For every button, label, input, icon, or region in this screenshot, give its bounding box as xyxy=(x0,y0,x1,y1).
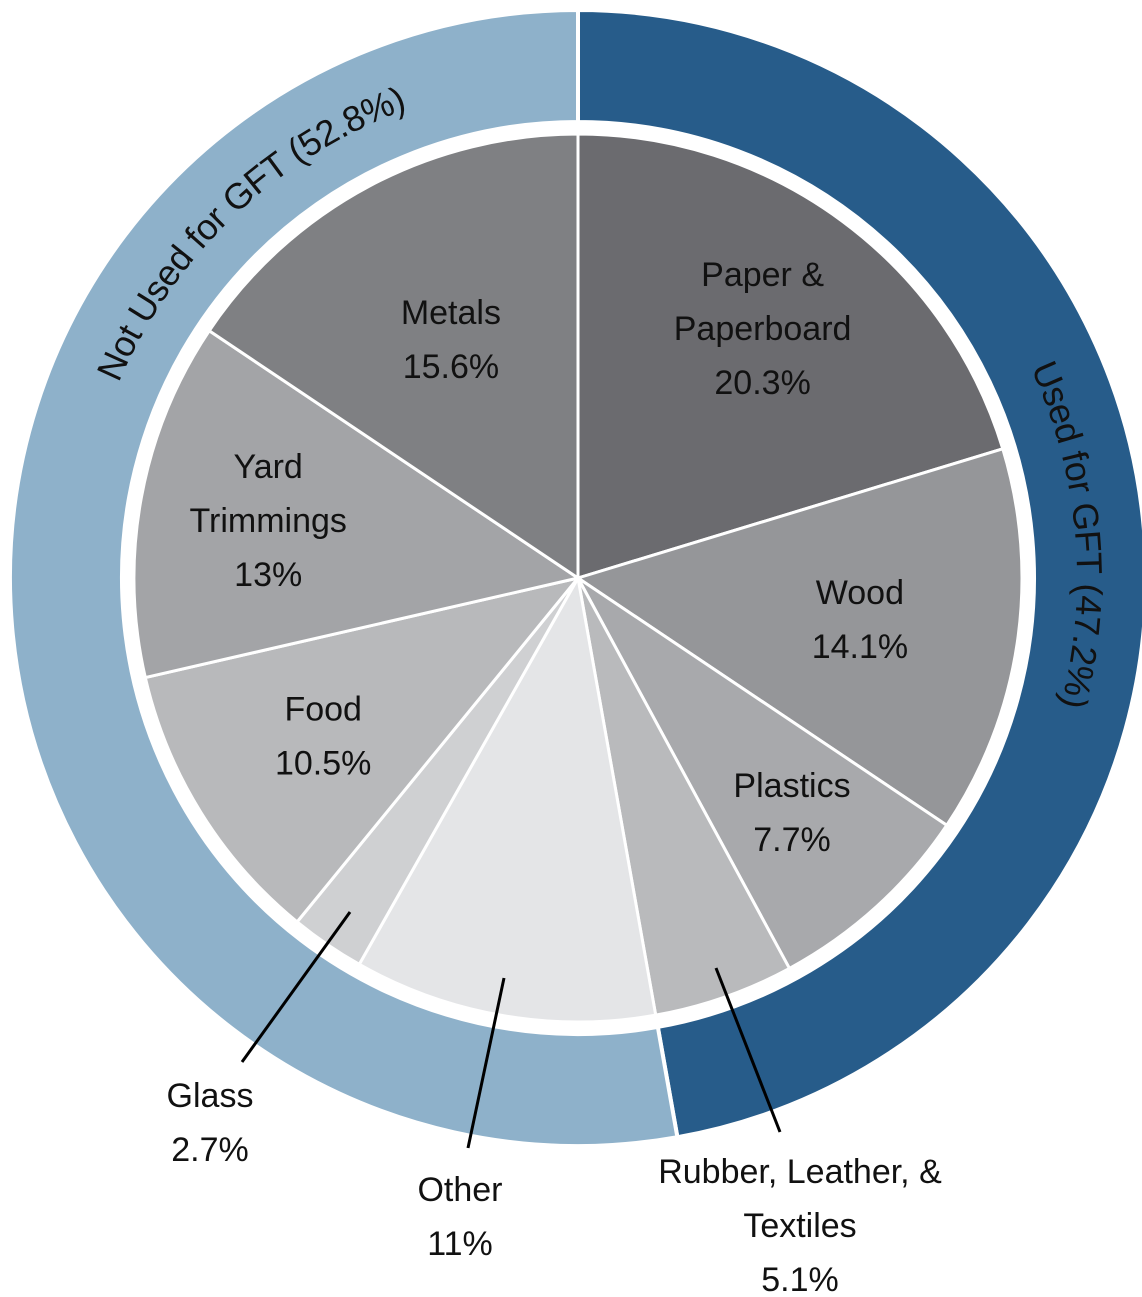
slice-label-paper-paperboard: Paper & Paperboard 20.3% xyxy=(674,256,852,402)
slice-plastics xyxy=(576,576,949,970)
slice-yard-trimmings xyxy=(132,329,580,680)
slice-metals xyxy=(207,132,580,580)
slice-food xyxy=(143,576,580,924)
slice-wood xyxy=(576,447,1024,827)
callout-line-glass xyxy=(240,911,352,1063)
slice-label-wood: Wood 14.1% xyxy=(812,574,908,666)
slice-paper-paperboard xyxy=(576,132,1005,580)
slice-rubber-leather-textiles xyxy=(576,576,791,1017)
slice-label-glass: Glass 2.7% xyxy=(167,1077,254,1169)
slice-other xyxy=(357,576,658,1024)
slice-label-plastics: Plastics 7.7% xyxy=(733,767,850,859)
slice-label-other: Other 11% xyxy=(417,1171,502,1263)
slice-label-rubber-leather-textiles: Rubber, Leather, & Textiles 5.1% xyxy=(658,1153,942,1297)
slice-label-food: Food 10.5% xyxy=(275,690,371,782)
callout-line-rubber-leather-textiles xyxy=(714,967,782,1133)
outer-ring-used-for-gft xyxy=(576,7,1142,1140)
slice-label-yard-trimmings: Yard Trimmings 13% xyxy=(189,448,346,594)
outer-ring-not-used-for-gft xyxy=(7,7,680,1148)
callout-line-other xyxy=(466,977,506,1149)
slice-label-metals: Metals 15.6% xyxy=(401,294,501,386)
